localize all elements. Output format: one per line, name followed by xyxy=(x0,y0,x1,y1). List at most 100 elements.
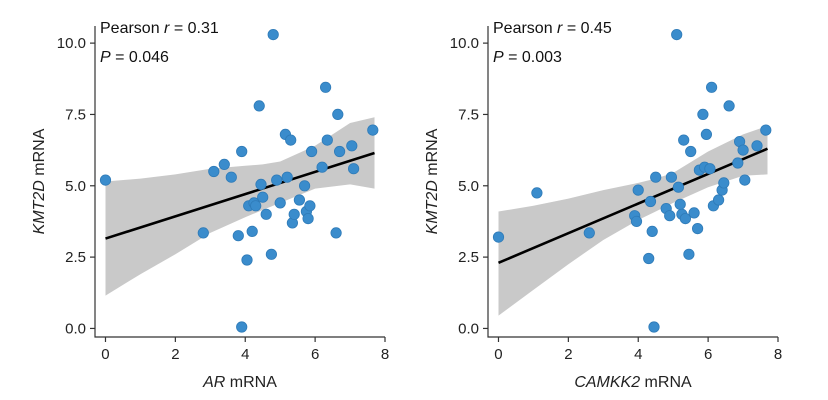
data-point xyxy=(208,165,220,178)
data-point xyxy=(346,140,358,152)
data-point xyxy=(253,100,265,112)
data-point xyxy=(691,223,704,235)
x-tick-label: 2 xyxy=(564,346,572,363)
chart-panel-2: 0 2 4 6 8 0.0 2.5 5.0 7.5 10.0 CAMKK2 mRNA KMT2D mR… xyxy=(424,20,782,391)
data-point xyxy=(632,184,644,196)
data-point xyxy=(583,227,595,239)
pearson-r-annotation: Pearson r = 0.45 xyxy=(493,20,612,37)
data-point xyxy=(321,134,333,146)
data-point xyxy=(316,161,328,173)
x-tick-label: 6 xyxy=(704,346,712,363)
data-point xyxy=(688,207,700,219)
data-point xyxy=(285,134,297,146)
data-point xyxy=(751,140,763,152)
data-point xyxy=(648,321,660,333)
data-point xyxy=(218,158,230,170)
x-tick-label: 8 xyxy=(774,346,782,363)
data-point xyxy=(683,248,695,260)
x-tick-label: 8 xyxy=(381,346,389,363)
data-point xyxy=(319,81,332,93)
y-tick-label: 5.0 xyxy=(65,178,86,195)
data-point xyxy=(674,198,686,210)
data-point xyxy=(333,145,346,158)
x-tick-label: 4 xyxy=(241,346,249,363)
y-tick-label: 7.5 xyxy=(458,106,479,123)
regression-line xyxy=(497,147,769,265)
data-point xyxy=(492,231,505,243)
y-tick-label: 2.5 xyxy=(65,249,86,266)
chart-panel-1: 0 2 4 6 8 0.0 2.5 5.0 7.5 10.0 AR mRNA KMT2D mRNA Pe… xyxy=(31,20,389,391)
data-point xyxy=(650,171,662,183)
pearson-r-annotation: Pearson r = 0.31 xyxy=(100,20,219,37)
data-point xyxy=(274,197,286,209)
data-point xyxy=(257,191,269,203)
data-point xyxy=(267,28,279,41)
y-tick-label: 0.0 xyxy=(458,320,479,337)
data-point xyxy=(718,177,730,189)
data-point xyxy=(250,200,262,212)
x-tick-label: 0 xyxy=(494,346,502,363)
data-point xyxy=(678,134,690,146)
data-point xyxy=(671,28,683,41)
data-point xyxy=(737,144,749,156)
data-point xyxy=(332,108,344,121)
data-point xyxy=(531,187,543,199)
regression-line xyxy=(105,151,375,240)
confidence-band xyxy=(105,117,375,296)
data-point xyxy=(664,210,676,222)
data-point xyxy=(704,163,716,175)
data-point xyxy=(646,225,658,237)
y-tick-label: 10.0 xyxy=(57,35,86,52)
data-point xyxy=(665,171,678,183)
data-point xyxy=(732,157,744,169)
data-point xyxy=(367,124,379,136)
data-point xyxy=(712,194,725,206)
data-point xyxy=(739,174,751,186)
data-point xyxy=(265,248,277,260)
data-point xyxy=(672,181,685,193)
data-point xyxy=(271,174,283,186)
data-point xyxy=(700,128,713,140)
data-point xyxy=(302,213,314,225)
data-point xyxy=(246,225,258,237)
data-point xyxy=(281,171,293,183)
data-point xyxy=(236,321,248,333)
y-axis-title: KMT2D mRNA xyxy=(424,128,441,234)
x-tick-label: 2 xyxy=(171,346,179,363)
data-point xyxy=(197,227,209,239)
x-tick-label: 6 xyxy=(311,346,319,363)
data-point xyxy=(260,208,272,220)
data-point xyxy=(705,81,718,93)
data-point xyxy=(644,195,657,208)
data-point xyxy=(697,108,709,121)
y-tick-label: 7.5 xyxy=(65,106,86,123)
y-tick-label: 0.0 xyxy=(65,320,86,337)
data-point xyxy=(225,171,237,183)
data-point xyxy=(293,194,305,206)
data-point xyxy=(679,213,692,225)
data-point xyxy=(305,145,318,158)
data-point xyxy=(685,145,697,158)
data-point xyxy=(255,178,267,190)
data-point xyxy=(298,180,311,192)
y-tick-label: 2.5 xyxy=(458,249,479,266)
data-point xyxy=(241,254,253,266)
data-point xyxy=(232,230,244,242)
data-point xyxy=(99,174,112,186)
p-value-annotation: P = 0.003 xyxy=(493,49,562,66)
data-point xyxy=(304,200,316,212)
data-point xyxy=(643,252,655,265)
y-tick-label: 10.0 xyxy=(450,35,479,52)
data-point xyxy=(723,100,735,112)
x-tick-label: 0 xyxy=(101,346,109,363)
data-point xyxy=(236,145,248,158)
x-axis-title: AR mRNA xyxy=(202,374,277,391)
x-axis-title: CAMKK2 mRNA xyxy=(574,374,692,391)
p-value-annotation: P = 0.046 xyxy=(100,49,169,66)
data-point xyxy=(288,208,300,220)
data-point xyxy=(760,124,772,136)
data-point xyxy=(347,163,360,175)
y-tick-label: 5.0 xyxy=(458,178,479,195)
